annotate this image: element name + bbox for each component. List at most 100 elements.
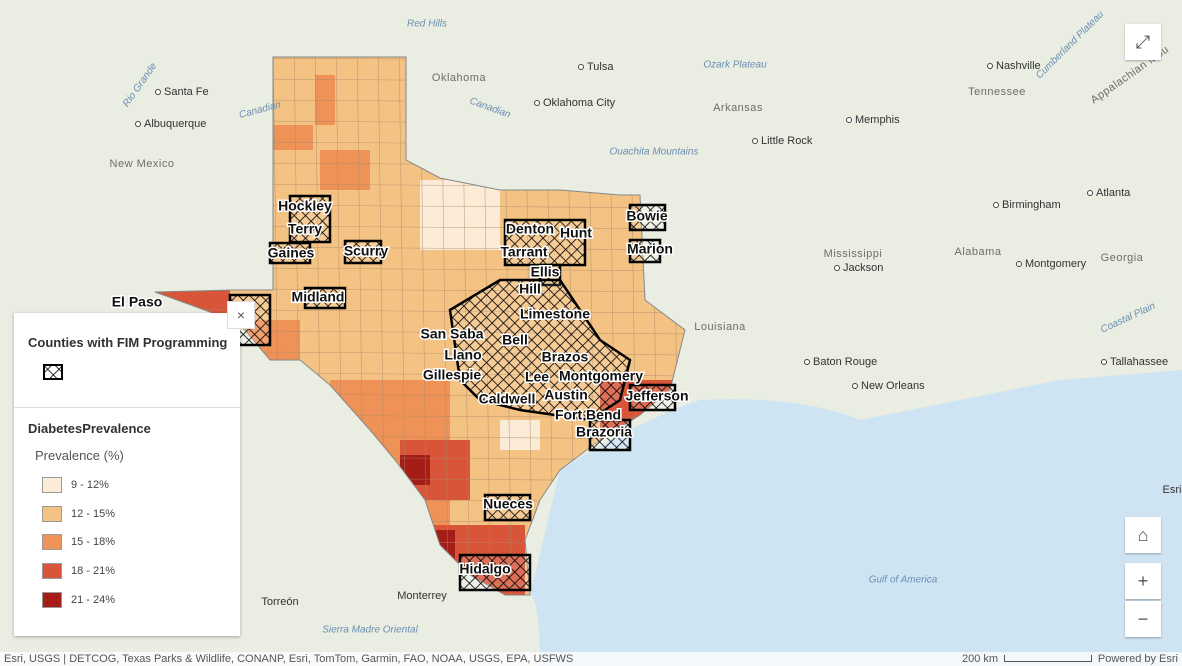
- county-label: Ellis: [531, 264, 560, 280]
- place-dot: [534, 100, 540, 106]
- county-label: Gillespie: [423, 367, 482, 383]
- place-dot: [578, 64, 584, 70]
- county-label: Hidalgo: [459, 561, 510, 577]
- place-label: Tallahassee: [1110, 356, 1168, 368]
- legend-label: 12 - 15%: [71, 507, 116, 520]
- place-label: Oklahoma: [432, 72, 487, 84]
- place-label: Ozark Plateau: [703, 60, 767, 71]
- place-label: Esri: [1163, 484, 1182, 496]
- zoom-in-button[interactable]: +: [1125, 563, 1161, 599]
- place-label: Ouachita Mountains: [610, 147, 699, 158]
- legend-item: 21 - 24%: [42, 591, 116, 608]
- county-label: Hockley: [278, 198, 332, 214]
- legend-swatch: [42, 534, 62, 551]
- place-dot: [1016, 261, 1022, 267]
- county-label: Gaines: [268, 245, 315, 261]
- county-label: Brazoria: [576, 424, 632, 440]
- place-label: Little Rock: [761, 135, 813, 147]
- attribution: Esri, USGS | DETCOG, Texas Parks & Wildl…: [4, 653, 574, 665]
- county-label: Terry: [288, 221, 322, 237]
- county-label: Midland: [292, 289, 345, 305]
- legend-title: Counties with FIM Programming: [28, 335, 228, 350]
- legend-title: DiabetesPrevalence: [28, 421, 151, 436]
- county-label: Brazos: [542, 349, 589, 365]
- scale-bar: [1004, 655, 1092, 662]
- place-label: Red Hills: [407, 19, 447, 30]
- place-label: Arkansas: [713, 102, 763, 114]
- place-dot: [752, 138, 758, 144]
- county-label: Tarrant: [500, 244, 548, 260]
- legend-label: 15 - 18%: [71, 536, 116, 549]
- county-label: Fort Bend: [555, 407, 621, 423]
- legend-swatch: [42, 477, 62, 493]
- place-label: Jackson: [843, 262, 883, 274]
- county-label: Limestone: [520, 306, 590, 322]
- powered-by[interactable]: Powered by Esri: [1097, 653, 1178, 665]
- place-label: Tennessee: [968, 86, 1026, 98]
- place-dot: [135, 121, 141, 127]
- county-label: Llano: [444, 347, 481, 363]
- fullscreen-button[interactable]: ⤢: [1125, 24, 1161, 60]
- county-label: Jefferson: [625, 388, 688, 404]
- county-label: San Saba: [420, 326, 483, 342]
- county-label: Montgomery: [559, 368, 643, 384]
- place-label: Birmingham: [1002, 199, 1061, 211]
- place-dot: [993, 202, 999, 208]
- legend-field: Prevalence (%): [35, 448, 124, 463]
- close-button[interactable]: ×: [227, 301, 255, 329]
- county-label: Scurry: [344, 243, 389, 259]
- place-label: Nashville: [996, 60, 1041, 72]
- place-label: Atlanta: [1096, 187, 1131, 199]
- hatch-swatch: [43, 364, 63, 380]
- place-dot: [155, 89, 161, 95]
- place-label: Mississippi: [824, 248, 883, 260]
- legend-item: 18 - 21%: [42, 563, 116, 580]
- county-label: Nueces: [483, 496, 533, 512]
- place-label: New Mexico: [110, 158, 175, 170]
- county-label: Bell: [502, 332, 528, 348]
- legend-item: 12 - 15%: [42, 505, 116, 522]
- county-label: Austin: [544, 387, 588, 403]
- place-label: Tulsa: [587, 61, 614, 73]
- legend-item: 9 - 12%: [42, 477, 109, 493]
- place-label: Memphis: [855, 114, 900, 126]
- county-label: Hunt: [560, 225, 592, 241]
- place-dot: [804, 359, 810, 365]
- county-label: Hill: [519, 281, 541, 297]
- gulf: [530, 370, 1182, 666]
- attribution-bar: Esri, USGS | DETCOG, Texas Parks & Wildl…: [0, 652, 1182, 666]
- place-label: Baton Rouge: [813, 356, 877, 368]
- zoom-out-button[interactable]: −: [1125, 601, 1161, 637]
- place-label: Torreón: [261, 596, 298, 608]
- home-button[interactable]: ⌂: [1125, 517, 1161, 553]
- legend-swatch: [42, 563, 62, 580]
- legend-item: 15 - 18%: [42, 534, 116, 551]
- legend: × Counties with FIM Programming Diabetes…: [14, 301, 255, 636]
- county-label: Caldwell: [479, 391, 536, 407]
- place-label: New Orleans: [861, 380, 925, 392]
- county-label: Denton: [506, 221, 554, 237]
- place-label: Santa Fe: [164, 86, 209, 98]
- county-label: El Paso: [112, 294, 163, 310]
- place-label: Gulf of America: [869, 575, 938, 586]
- place-dot: [852, 383, 858, 389]
- place-dot: [846, 117, 852, 123]
- legend-swatch: [42, 591, 62, 608]
- legend-label: 18 - 21%: [71, 565, 116, 578]
- legend-swatch: [42, 505, 62, 522]
- place-dot: [1087, 190, 1093, 196]
- place-label: Louisiana: [694, 321, 746, 333]
- place-label: Albuquerque: [144, 118, 206, 130]
- legend-label: 9 - 12%: [71, 479, 109, 491]
- place-label: Alabama: [955, 246, 1002, 258]
- county-label: Marion: [627, 241, 673, 257]
- place-dot: [1101, 359, 1107, 365]
- place-label: Montgomery: [1025, 258, 1087, 270]
- legend-label: 21 - 24%: [71, 593, 116, 606]
- place-dot: [834, 265, 840, 271]
- place-label: Georgia: [1101, 252, 1144, 264]
- place-dot: [987, 63, 993, 69]
- place-label: Oklahoma City: [543, 97, 616, 109]
- scale-label: 200 km: [962, 653, 999, 665]
